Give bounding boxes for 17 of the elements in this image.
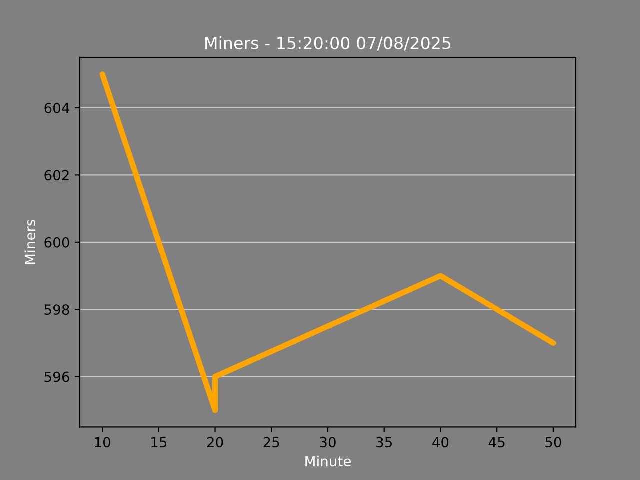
y-axis-title: Miners (24, 220, 36, 264)
x-tick-label: 20 (207, 437, 224, 448)
y-tick-label: 604 (44, 102, 70, 114)
y-tick-label: 602 (44, 170, 69, 181)
x-tick-label: 40 (432, 437, 449, 448)
y-tick-label: 598 (44, 304, 70, 316)
y-tick-label: 596 (44, 372, 70, 382)
x-tick-label: 50 (546, 437, 562, 448)
x-tick-label: 35 (376, 437, 392, 448)
x-tick-label: 15 (152, 437, 167, 448)
chart-title: Miners - 15:20:00 07/08/2025 (206, 36, 451, 51)
x-tick-label: 45 (488, 437, 505, 448)
x-axis-title: Minute (306, 456, 351, 467)
y-tick-label: 600 (44, 237, 70, 248)
x-tick-label: 10 (95, 437, 110, 448)
x-tick-label: 30 (320, 437, 336, 448)
x-tick-label: 25 (264, 437, 280, 448)
